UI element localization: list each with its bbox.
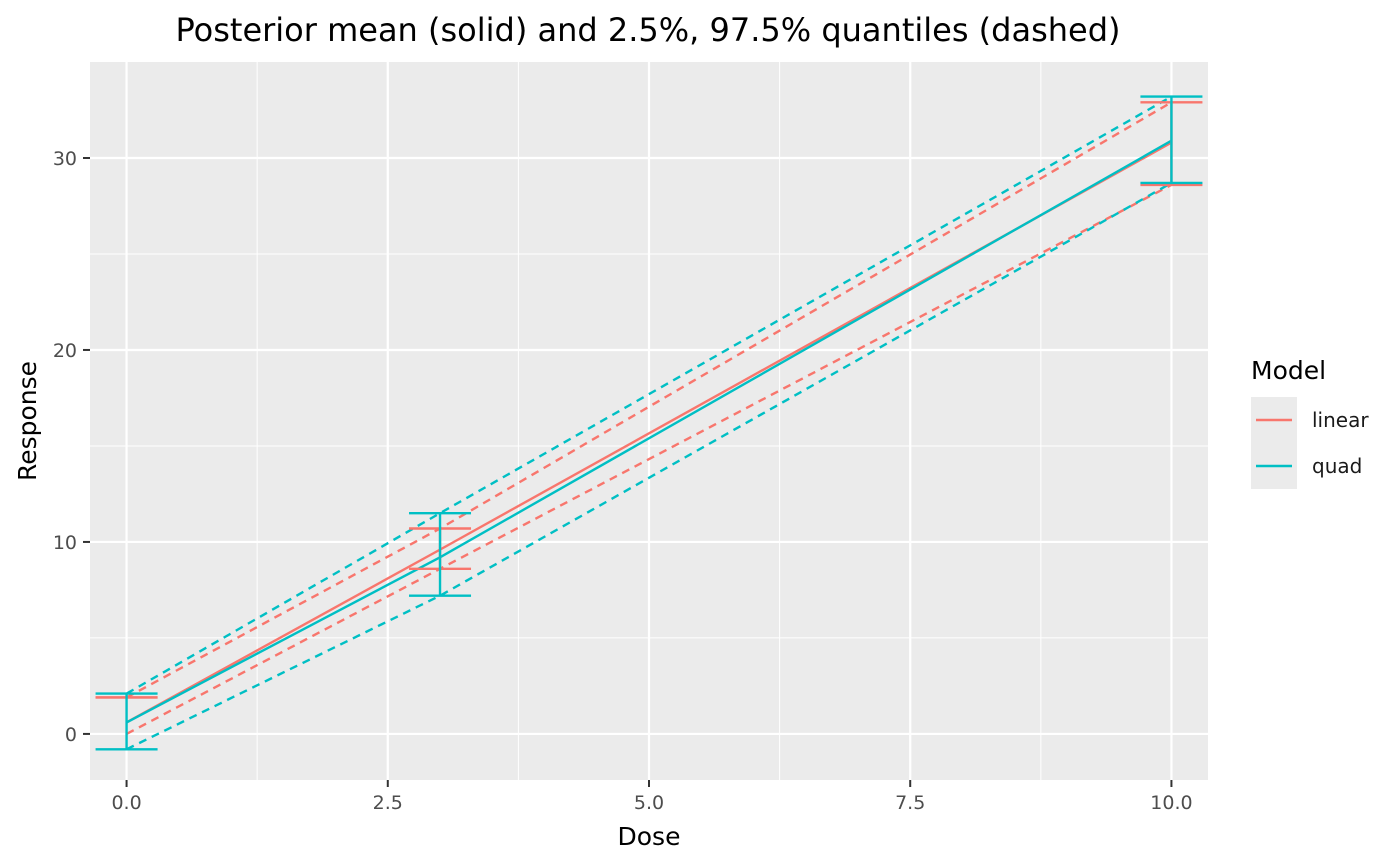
error-bar-quad (409, 511, 472, 597)
lower-quantile-line-quad (126, 181, 1173, 751)
x-tick-label: 10.0 (1150, 792, 1192, 814)
legend: Model linear quad (1251, 356, 1369, 489)
y-tick-label: 0 (65, 724, 77, 746)
y-axis: 0 10 20 30 (53, 148, 90, 746)
x-axis-title: Dose (618, 822, 681, 851)
x-axis: 0.0 2.5 5.0 7.5 10.0 (111, 780, 1193, 814)
y-tick-label: 30 (53, 148, 77, 170)
chart-title: Posterior mean (solid) and 2.5%, 97.5% q… (175, 11, 1120, 49)
x-tick-label: 2.5 (373, 792, 403, 814)
legend-item-quad: quad (1251, 443, 1362, 489)
legend-label: linear (1312, 408, 1369, 432)
y-axis-title: Response (13, 361, 42, 481)
x-tick-label: 0.0 (111, 792, 141, 814)
error-bar-quad (1140, 95, 1203, 185)
x-tick-label: 7.5 (895, 792, 925, 814)
legend-title: Model (1251, 356, 1326, 385)
legend-item-linear: linear (1251, 397, 1369, 443)
y-tick-label: 10 (53, 532, 77, 554)
y-tick-label: 20 (53, 340, 77, 362)
major-gridlines (90, 62, 1208, 780)
x-tick-label: 5.0 (634, 792, 664, 814)
legend-label: quad (1312, 454, 1362, 478)
error-bars (95, 95, 1203, 751)
error-bar-quad (95, 692, 158, 751)
